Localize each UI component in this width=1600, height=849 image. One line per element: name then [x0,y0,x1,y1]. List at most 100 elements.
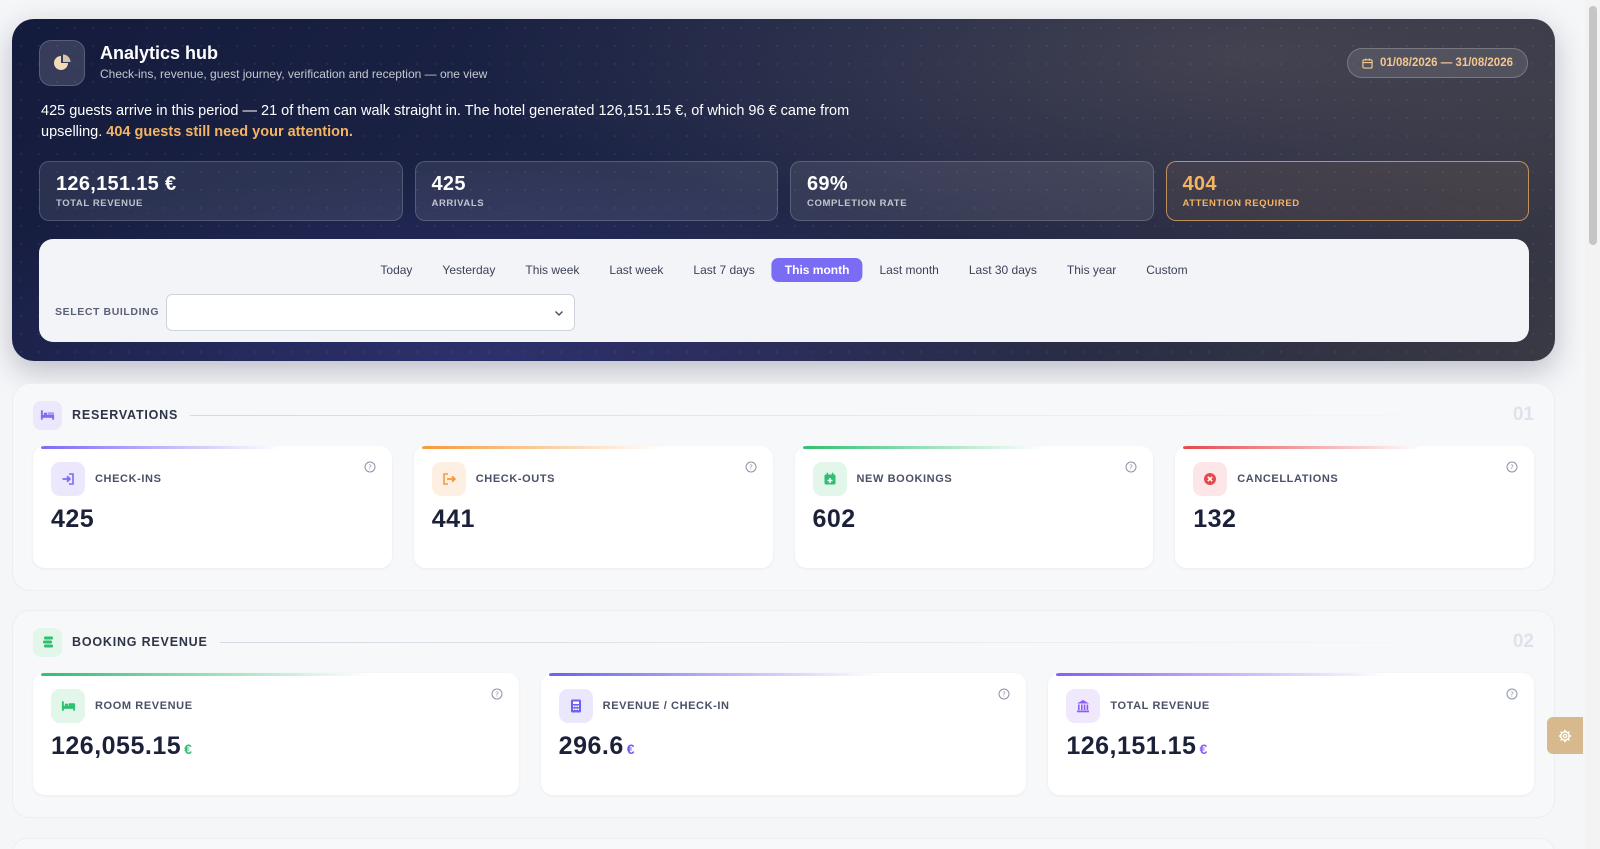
cancellations-card[interactable]: CANCELLATIONS ? 132 [1175,446,1534,568]
period-tab-this-week[interactable]: This week [525,263,580,277]
select-building-label: SELECT BUILDING [55,306,160,318]
coins-icon [33,627,62,657]
scrollbar-thumb[interactable] [1589,6,1597,245]
svg-text:?: ? [1510,691,1514,699]
help-icon[interactable]: ? [745,461,757,473]
calendar-icon [1362,57,1373,69]
help-icon[interactable]: ? [998,688,1010,700]
date-range-text: 01/08/2026 — 31/08/2026 [1379,57,1513,69]
kpi-label: COMPLETION RATE [807,198,908,209]
cancel-icon [1193,462,1228,496]
svg-text:?: ? [1129,464,1133,472]
summary-text: 425 guests arrive in this period — 21 of… [41,101,871,143]
revenue-per-check-in-card[interactable]: REVENUE / CHECK-IN ? 296.6 € [540,673,1027,795]
summary-attention: 404 guests still need your attention. [106,124,353,140]
date-range-pill[interactable]: 01/08/2026 — 31/08/2026 [1346,48,1528,78]
period-tab-last-30-days[interactable]: Last 30 days [968,263,1037,277]
bank-icon [1066,689,1101,723]
sign-out-icon [431,462,466,496]
period-tab-last-7-days[interactable]: Last 7 days [693,263,755,277]
period-tab-last-week[interactable]: Last week [609,263,664,277]
period-tab-yesterday[interactable]: Yesterday [442,263,496,277]
section-number: 02 [1512,631,1534,652]
bed-icon [33,400,62,430]
analytics-hero: Analytics hub Check-ins, revenue, guest … [12,19,1555,361]
card-value: 425 [51,505,95,533]
card-value: 296.6 € [559,732,635,761]
period-tabs: Today Yesterday This week Last week Last… [367,258,1200,282]
kpi-label: ARRIVALS [431,198,485,209]
card-value: 132 [1193,505,1237,533]
kpi-arrivals: 425 ARRIVALS [414,161,778,221]
period-tab-today[interactable]: Today [380,263,413,277]
sign-in-icon [51,462,85,496]
svg-text:?: ? [1002,691,1006,699]
svg-text:?: ? [368,464,372,472]
booking-revenue-section: BOOKING REVENUE 02 ROOM REVENUE ? [12,610,1555,818]
settings-button[interactable] [1547,717,1583,754]
card-label: CANCELLATIONS [1237,473,1339,485]
period-tab-custom[interactable]: Custom [1146,263,1188,277]
bed-icon [51,689,85,723]
check-ins-card[interactable]: CHECK-INS ? 425 [33,446,392,568]
check-outs-card[interactable]: CHECK-OUTS ? 441 [413,446,773,568]
card-amount: 296.6 [558,732,624,760]
period-tab-this-year[interactable]: This year [1066,263,1117,277]
new-bookings-card[interactable]: NEW BOOKINGS ? 602 [794,446,1154,568]
currency-symbol: € [1199,741,1208,757]
section-number: 01 [1512,404,1534,425]
calculator-icon [558,689,593,723]
card-value: 441 [431,505,475,533]
section-divider [219,641,1501,643]
card-value: 126,151.15 € [1066,732,1207,761]
card-label: CHECK-OUTS [475,473,556,485]
kpi-value: 126,151.15 € [56,173,177,195]
kpi-total-revenue: 126,151.15 € TOTAL REVENUE [39,161,403,221]
card-label: NEW BOOKINGS [856,473,953,485]
svg-text:?: ? [495,691,499,699]
calendar-plus-icon [812,462,847,496]
kpi-strip: 126,151.15 € TOTAL REVENUE 425 ARRIVALS … [39,161,1529,221]
period-tab-last-month[interactable]: Last month [879,263,939,277]
page-scrollbar[interactable] [1585,0,1600,849]
pie-chart-icon [39,40,85,86]
help-icon[interactable]: ? [364,461,376,473]
help-icon[interactable]: ? [1506,461,1518,473]
reservations-section: RESERVATIONS 01 CHECK-INS ? 425 [12,383,1555,591]
kpi-label: TOTAL REVENUE [56,198,143,209]
currency-symbol: € [626,741,636,757]
chevron-down-icon [555,311,563,316]
kpi-attention-required[interactable]: 404 ATTENTION REQUIRED [1165,161,1529,221]
card-label: TOTAL REVENUE [1110,700,1210,712]
currency-symbol: € [184,741,193,757]
filter-panel: Today Yesterday This week Last week Last… [39,239,1529,342]
card-label: ROOM REVENUE [95,700,193,712]
help-icon[interactable]: ? [1125,461,1137,473]
svg-text:?: ? [749,464,753,472]
card-amount: 126,055.15 [51,732,182,760]
card-label: CHECK-INS [95,473,162,485]
kpi-label: ATTENTION REQUIRED [1182,198,1300,209]
kpi-value: 425 [431,173,466,195]
total-revenue-card[interactable]: TOTAL REVENUE ? 126,151.15 € [1048,673,1535,795]
gear-icon [1558,729,1572,742]
summary-main: 425 guests arrive in this period — 21 of… [41,103,850,140]
section-title: RESERVATIONS [72,408,179,422]
card-label: REVENUE / CHECK-IN [602,700,730,712]
kpi-value: 404 [1182,173,1217,195]
page-title: Analytics hub [100,43,219,63]
card-value: 126,055.15 € [51,732,192,761]
kpi-completion-rate: 69% COMPLETION RATE [790,161,1154,221]
section-title: BOOKING REVENUE [72,635,208,649]
help-icon[interactable]: ? [491,688,503,700]
page-subtitle: Check-ins, revenue, guest journey, verif… [100,67,488,81]
building-select[interactable] [166,294,575,331]
card-amount: 126,151.15 [1066,732,1197,760]
room-revenue-card[interactable]: ROOM REVENUE ? 126,055.15 € [33,673,519,795]
help-icon[interactable]: ? [1506,688,1518,700]
svg-text:?: ? [1510,464,1514,472]
period-tab-this-month[interactable]: This month [771,258,863,282]
next-section-peek [12,838,1555,849]
kpi-value: 69% [807,173,848,195]
section-divider [190,414,1501,416]
